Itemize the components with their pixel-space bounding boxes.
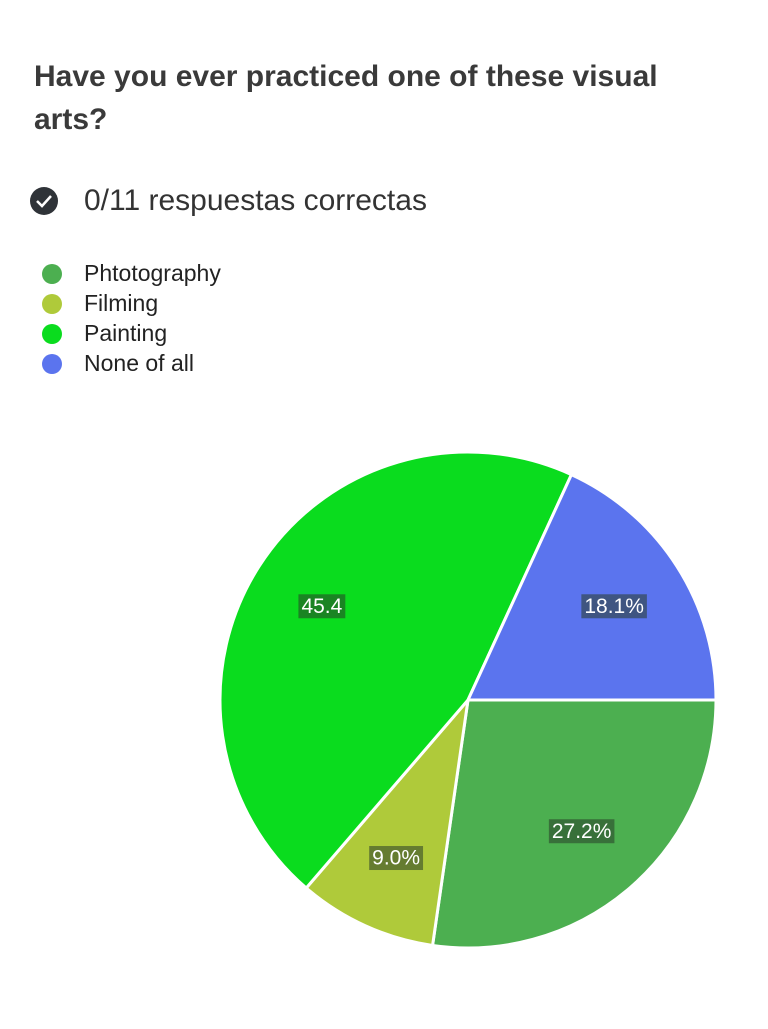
data-label: 18.1% (584, 595, 644, 618)
pie-slice (304, 695, 471, 948)
data-label: 45.4 (301, 595, 342, 618)
data-label: 9.0% (372, 847, 420, 870)
legend-swatch (42, 264, 62, 284)
data-label: 27.2% (552, 820, 612, 843)
legend-swatch (42, 324, 62, 344)
pie-slice (218, 450, 574, 891)
label-bg (581, 594, 647, 619)
chart-title: Have you ever practiced one of these vis… (34, 60, 658, 136)
label-bg (369, 846, 424, 871)
legend-label: None of all (84, 350, 194, 376)
legend-swatch (42, 294, 62, 314)
legend-label: Phtotography (84, 260, 221, 286)
title-box: Have you ever practiced one of these vis… (34, 60, 658, 136)
legend-swatch (42, 354, 62, 374)
legend-label: Filming (84, 290, 158, 316)
label-bg (548, 819, 615, 844)
label-bg (298, 594, 346, 619)
check-mark (36, 195, 52, 208)
pie-slice (465, 472, 718, 702)
check-icon (30, 187, 58, 215)
legend-label: Painting (84, 320, 167, 346)
subtitle: 0/11 respuestas correctas (84, 184, 427, 217)
